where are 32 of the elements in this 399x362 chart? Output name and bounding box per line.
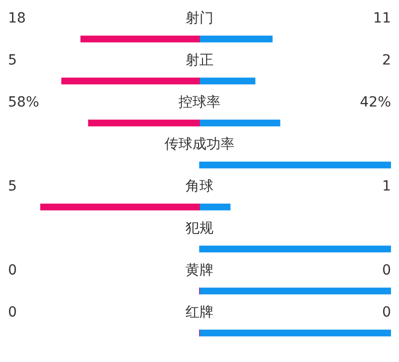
bar bbox=[199, 246, 391, 252]
annotation: 2 bbox=[382, 52, 391, 69]
y-tick-label: 射门 bbox=[186, 10, 214, 27]
bar bbox=[80, 36, 200, 42]
bar bbox=[61, 78, 200, 84]
text: 5 bbox=[8, 178, 17, 195]
bar bbox=[199, 204, 230, 210]
annotation: 11 bbox=[373, 10, 391, 27]
y-tick-label: 控球率 bbox=[178, 94, 220, 111]
bar bbox=[199, 288, 391, 294]
text: 18 bbox=[8, 10, 26, 27]
annotation: 1 bbox=[382, 178, 391, 195]
bar bbox=[88, 120, 200, 126]
bar bbox=[199, 78, 256, 84]
text: 5 bbox=[8, 52, 17, 69]
bar bbox=[199, 120, 280, 126]
y-tick-label: 犯规 bbox=[186, 220, 214, 237]
y-tick-label: 射正 bbox=[186, 52, 214, 69]
bar bbox=[199, 330, 391, 336]
annotation: 42% bbox=[360, 94, 391, 111]
annotation: 0 bbox=[382, 304, 391, 321]
y-tick-label: 黄牌 bbox=[186, 262, 214, 279]
text: 58% bbox=[8, 94, 40, 111]
annotation: 0 bbox=[382, 262, 391, 279]
text: 0 bbox=[8, 262, 17, 279]
bar bbox=[199, 36, 273, 42]
text: 0 bbox=[8, 304, 17, 321]
bar bbox=[40, 204, 200, 210]
y-tick-label: 红牌 bbox=[186, 304, 214, 321]
y-tick-label: 角球 bbox=[186, 178, 214, 195]
bar bbox=[199, 162, 391, 168]
y-tick-label: 传球成功率 bbox=[164, 136, 234, 153]
